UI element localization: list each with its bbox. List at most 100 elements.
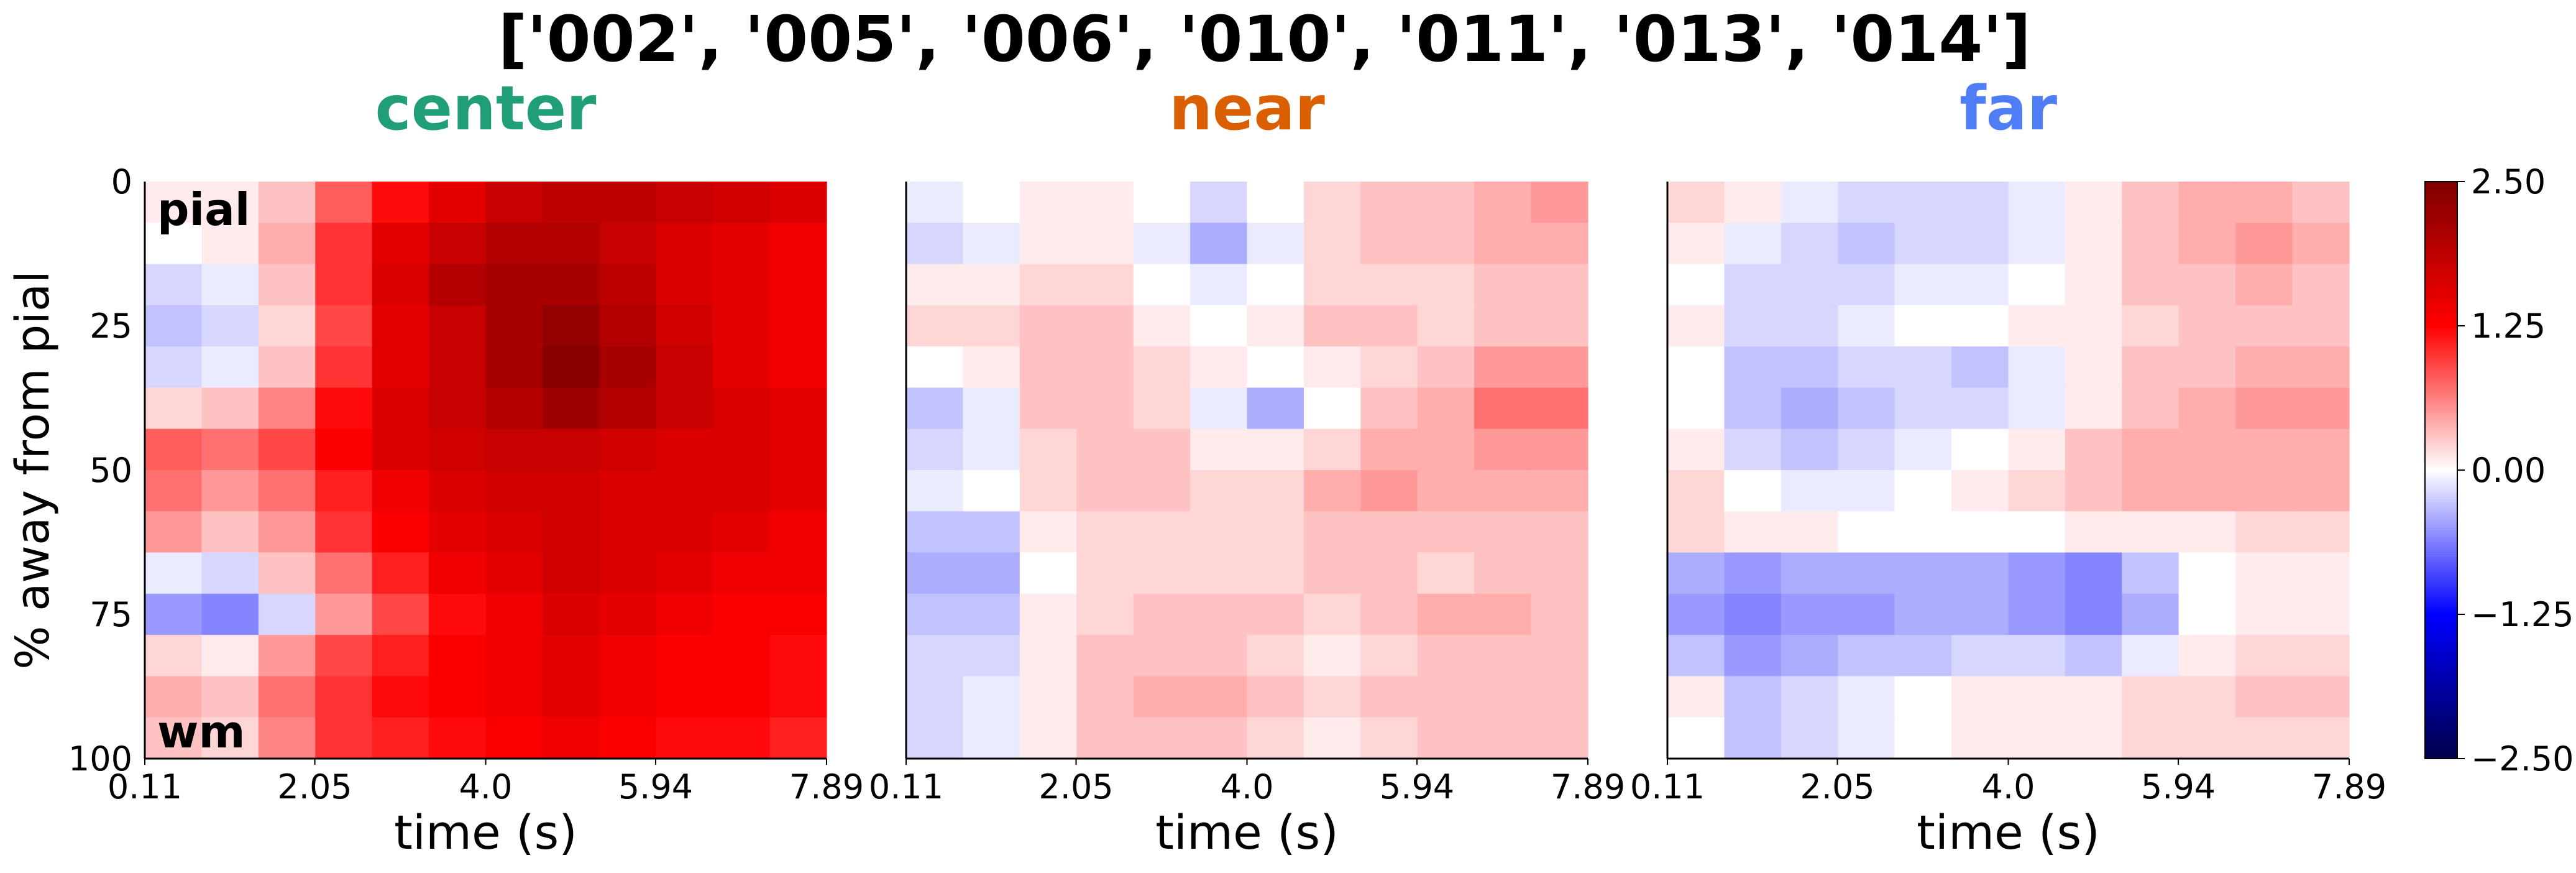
heatmap-cell [656,552,713,594]
heatmap-cell [429,470,487,512]
colorbar-segment [2425,331,2457,335]
heatmap-cell [315,717,373,759]
heatmap-cell [2178,387,2236,430]
heatmap-cell [201,428,259,471]
heatmap-cell [1360,635,1418,677]
heatmap-cell [713,387,771,430]
y-axis-label: % away from pial [6,270,60,670]
heatmap-cell [1076,346,1134,389]
heatmap-cell [372,593,429,635]
heatmap-cell [2008,552,2066,594]
heatmap-cell [599,511,657,553]
heatmap-cell [1190,593,1248,635]
heatmap-cell [1894,346,1952,389]
heatmap-cell [2292,676,2350,718]
heatmap-cell [906,470,964,512]
heatmap-cell [2292,305,2350,347]
heatmap-cell [542,264,600,306]
colorbar-segment [2425,481,2457,485]
heatmap-cell [2008,346,2066,389]
heatmap-cell [1667,511,1725,553]
panel-title: center [375,73,597,144]
heatmap-cell [599,676,657,718]
colorbar-segment [2425,565,2457,569]
heatmap-panels: center 0.11 2.05 4.0 5.94 7.89 time (s) 0 25 50 75… [6,73,2386,860]
heatmap-cell [201,305,259,347]
heatmap-cell [145,346,203,389]
heatmap-cell [1531,428,1588,471]
heatmap-cell [1531,635,1588,677]
heatmap-cell [2292,717,2350,759]
heatmap-cell [2178,511,2236,553]
heatmap-cell [258,470,316,512]
heatmap-cell [2292,387,2350,430]
heatmap-cell [713,635,771,677]
heatmap-cell [1303,182,1361,223]
heatmap-cell [1417,470,1475,512]
heatmap-cell [1303,428,1361,471]
heatmap-cell [2122,717,2180,759]
heatmap-cell [963,182,1020,223]
heatmap-cells [906,182,1588,759]
panel-center: center 0.11 2.05 4.0 5.94 7.89 time (s) 0 25 50 75… [6,73,864,860]
heatmap-cell [1474,387,1532,430]
colorbar-segment [2425,580,2457,583]
heatmap-cell [485,676,543,718]
heatmap-cell [1474,593,1532,635]
heatmap-cell [906,428,964,471]
x-axis-label: time (s) [1155,805,1339,860]
colorbar-segment [2425,262,2457,266]
heatmap-cell [1894,182,1952,223]
heatmap-cell [372,552,429,594]
colorbar-segment [2425,285,2457,289]
heatmap-cell [656,428,713,471]
heatmap-cell [1781,717,1838,759]
heatmap-cell [2008,676,2066,718]
heatmap-cell [1133,676,1191,718]
heatmap-cell [201,470,259,512]
heatmap-cell [1838,264,1895,306]
heatmap-cell [1894,470,1952,512]
heatmap-cell [429,593,487,635]
heatmap-cell [542,387,600,430]
heatmap-cell [2292,593,2350,635]
heatmap-cell [963,223,1020,265]
heatmap-cell [542,223,600,265]
heatmap-cell [2178,593,2236,635]
colorbar-segment [2425,467,2457,471]
heatmap-cell [906,305,964,347]
heatmap-cell [258,635,316,677]
heatmap-cell [1781,593,1838,635]
heatmap-cell [1667,593,1725,635]
annotation-wm: wm [157,706,245,758]
heatmap-cell [1190,511,1248,553]
heatmap-cell [1417,387,1475,430]
heatmap-cell [1303,305,1361,347]
heatmap-cell [1417,182,1475,223]
heatmap-cell [2122,346,2180,389]
heatmap-cell [769,470,827,512]
colorbar-segment [2425,652,2457,655]
colorbar-segment [2425,311,2457,315]
heatmap-cell [1667,717,1725,759]
colorbar-segment [2425,377,2457,381]
heatmap-cell [906,717,964,759]
heatmap-cell [542,552,600,594]
colorbar-segment [2425,507,2457,511]
colorbar-segment [2425,718,2457,722]
heatmap-cell [2178,264,2236,306]
colorbar-segment [2425,224,2457,229]
heatmap-cell [201,182,259,223]
colorbar-segment [2425,400,2457,405]
heatmap-cell [1076,264,1134,306]
panel-far: far 0.11 2.05 4.0 5.94 7.89 time (s) [1630,73,2386,860]
colorbar-segment [2425,703,2457,708]
heatmap-cell [542,428,600,471]
colorbar-segment [2425,735,2457,739]
heatmap-cell [2235,593,2293,635]
heatmap-cell [485,635,543,677]
heatmap-cell [2065,223,2122,265]
heatmap-cell [713,717,771,759]
colorbar-segment [2425,683,2457,687]
heatmap-cell [2235,676,2293,718]
